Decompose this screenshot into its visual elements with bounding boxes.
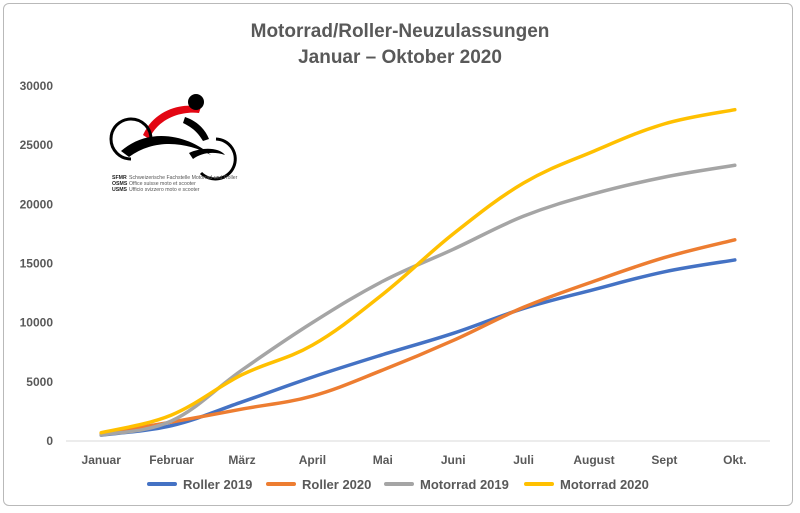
chart-legend: Roller 2019 Roller 2020 Motorrad 2019 Mo…: [0, 474, 800, 494]
logo-line-sfmr: SFMR Schweizerische Fachstelle Motorrad u…: [112, 175, 238, 181]
x-tick-label: Januar: [82, 453, 122, 467]
y-tick-label: 0: [46, 434, 53, 448]
legend-item-motorrad-2020: Motorrad 2020: [524, 474, 649, 494]
chart-title: Motorrad/Roller-Neuzulassungen: [250, 21, 550, 42]
legend-swatch-roller-2019: [147, 482, 177, 486]
y-tick-label: 5000: [26, 375, 53, 389]
x-tick-label: Juli: [513, 453, 534, 467]
logo-line-osms: OSMS Office suisse moto et scooter: [112, 181, 196, 187]
x-tick-label: Okt.: [723, 453, 746, 467]
sfmr-logo: SFMR Schweizerische Fachstelle Motorrad u…: [101, 85, 254, 206]
chart-subtitle: Januar – Oktober 2020: [298, 47, 502, 68]
legend-label-roller-2019: Roller 2019: [183, 476, 253, 492]
legend-swatch-roller-2020: [266, 482, 296, 486]
x-tick-label: Mai: [373, 453, 393, 467]
series-line-roller-2020: [99, 238, 737, 436]
y-tick-label: 20000: [20, 197, 54, 211]
x-tick-label: März: [228, 453, 255, 467]
legend-item-roller-2020: Roller 2020: [266, 474, 371, 494]
legend-item-motorrad-2019: Motorrad 2019: [384, 474, 509, 494]
y-tick-label: 10000: [20, 316, 54, 330]
legend-label-motorrad-2019: Motorrad 2019: [420, 476, 509, 492]
logo-line-usms: USMS Ufficio svizzero moto e scooter: [112, 187, 200, 193]
y-tick-label: 15000: [20, 257, 54, 271]
legend-swatch-motorrad-2019: [384, 482, 414, 486]
legend-label-motorrad-2020: Motorrad 2020: [560, 476, 649, 492]
legend-item-roller-2019: Roller 2019: [147, 474, 252, 494]
series-line-motorrad-2020: [99, 107, 737, 435]
x-tick-label: Juni: [441, 453, 466, 467]
legend-label-roller-2020: Roller 2020: [302, 476, 372, 492]
x-tick-label: Sept: [651, 453, 677, 467]
series-line-roller-2019: [99, 258, 737, 437]
x-tick-label: April: [299, 453, 326, 467]
motorcycle-rider-logo-icon: [109, 94, 237, 181]
x-tick-label: August: [573, 453, 614, 467]
x-tick-label: Februar: [149, 453, 194, 467]
y-tick-label: 30000: [20, 79, 54, 93]
y-tick-label: 25000: [20, 138, 54, 152]
legend-swatch-motorrad-2020: [524, 482, 554, 486]
